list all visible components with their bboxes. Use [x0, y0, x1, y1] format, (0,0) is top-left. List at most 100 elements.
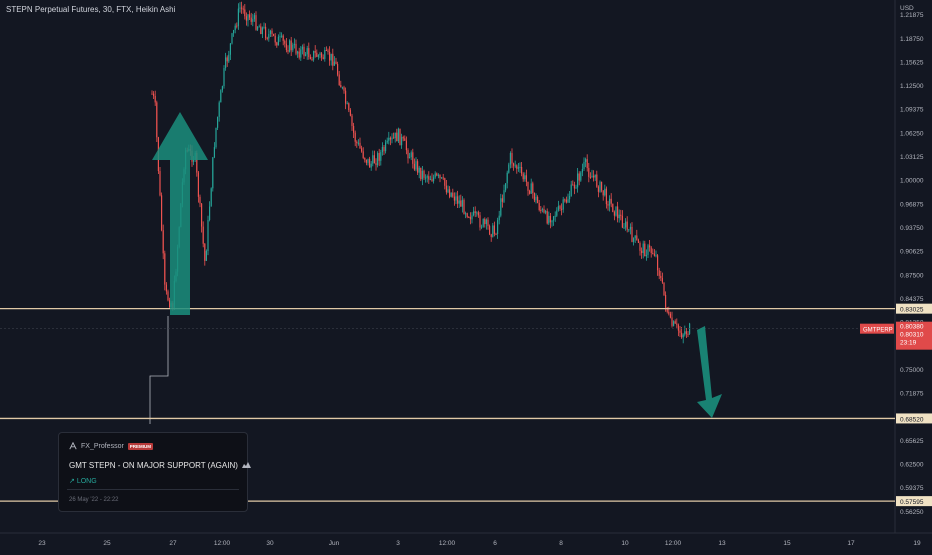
candle-body [383, 147, 385, 152]
candle-body [362, 151, 364, 158]
candle-body [321, 53, 323, 58]
candle-body [261, 27, 263, 34]
candle-body [602, 190, 604, 196]
candle-body [596, 174, 598, 187]
x-tick-label: 19 [913, 540, 921, 547]
y-tick-label: 1.12500 [900, 83, 924, 90]
candle-body [522, 173, 524, 180]
candle-body [255, 15, 257, 30]
candle-body [386, 140, 388, 143]
candle-body [327, 50, 329, 52]
x-tick-label: 27 [169, 540, 177, 547]
candle-body [295, 43, 297, 54]
candle-body [324, 50, 326, 59]
candle-body [226, 57, 228, 62]
idea-title[interactable]: GMT STEPN - ON MAJOR SUPPORT (AGAIN) [69, 461, 252, 470]
candle-body [159, 171, 161, 196]
y-tick-label: 0.65625 [900, 438, 924, 445]
candle-body [317, 55, 319, 57]
candle-body [196, 152, 198, 173]
candle-body [533, 192, 535, 201]
candle-body [450, 192, 452, 197]
candle-body [639, 243, 641, 251]
candle-body [673, 321, 675, 326]
candle-body [508, 164, 510, 173]
candle-body [289, 40, 291, 52]
candle-body [484, 218, 486, 225]
candle-body [335, 61, 337, 64]
current-price-value: 0.80380 [900, 324, 924, 331]
candle-body [564, 199, 566, 201]
level-price-tag [896, 496, 932, 507]
y-tick-label: 0.62500 [900, 462, 924, 469]
candle-body [465, 213, 467, 215]
x-tick-label: 25 [103, 540, 111, 547]
candle-body [253, 15, 255, 20]
candle-body [458, 200, 460, 204]
candle-body [212, 157, 214, 189]
candle-body [199, 196, 201, 204]
candle-body [500, 198, 502, 216]
x-tick-label: 12:00 [439, 540, 456, 547]
candle-body [245, 16, 247, 21]
author-name[interactable]: FX_Professor [81, 442, 124, 450]
candle-body [532, 183, 534, 193]
candle-body [268, 34, 270, 39]
candle-body [415, 161, 417, 170]
candle-body [537, 196, 539, 203]
x-tick-label: 6 [493, 540, 497, 547]
candle-body [559, 206, 561, 209]
candle-body [490, 234, 492, 237]
candle-body [644, 243, 646, 257]
level-price-tag [896, 303, 932, 314]
candle-body [332, 53, 334, 66]
y-tick-label: 1.15625 [900, 59, 924, 66]
candle-body [373, 155, 375, 164]
candle-body [305, 54, 307, 56]
candle-body [495, 233, 497, 235]
candle-body [498, 215, 500, 221]
candle-body [641, 250, 643, 254]
candle-body [658, 270, 660, 276]
candle-body [471, 215, 473, 220]
idea-date: 26 May '22 - 22:22 [69, 497, 119, 503]
candle-body [540, 210, 542, 212]
candle-body [193, 159, 195, 162]
candle-body [554, 215, 556, 217]
candle-body [201, 203, 203, 227]
candle-body [369, 158, 371, 168]
candle-body [290, 40, 292, 51]
candle-body [677, 324, 679, 331]
candle-body [476, 212, 478, 214]
candle-body [489, 225, 491, 235]
candle-body [418, 167, 420, 173]
candle-body [218, 102, 220, 117]
candle-body [444, 178, 446, 186]
candle-body [588, 168, 590, 177]
candle-body [618, 214, 620, 219]
candle-body [375, 163, 377, 166]
candle-body [409, 157, 411, 159]
idea-card[interactable]: FX_Professor PREMIUM GMT STEPN - ON MAJO… [58, 432, 252, 512]
down-arrow-annotation[interactable] [697, 326, 722, 418]
level-price-label: 0.83025 [900, 307, 924, 314]
candle-body [345, 90, 347, 104]
y-tick-label: 0.56250 [900, 509, 924, 516]
up-arrow-annotation[interactable] [152, 112, 208, 315]
candle-body [636, 235, 638, 240]
candle-body [610, 198, 612, 204]
x-tick-label: 13 [718, 540, 726, 547]
candle-body [669, 313, 671, 318]
candle-body [417, 161, 419, 173]
candle-body [642, 243, 644, 254]
candle-body [265, 26, 267, 38]
candle-body [514, 165, 516, 167]
author-avatar-icon [69, 442, 77, 450]
candle-body [562, 199, 564, 210]
candle-body [605, 188, 607, 205]
candle-body [287, 50, 289, 52]
candle-body [410, 152, 412, 158]
symbol-title: STEPN Perpetual Futures, 30, FTX, Heikin… [6, 5, 176, 14]
